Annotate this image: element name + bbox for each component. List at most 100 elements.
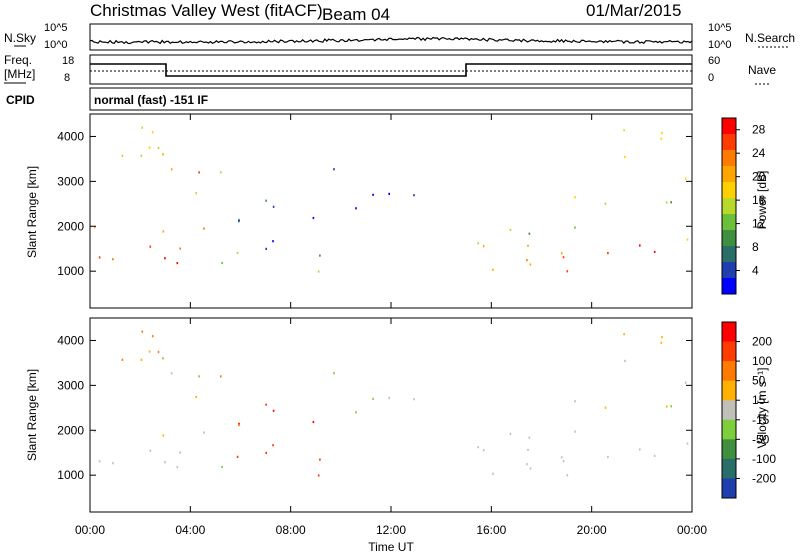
power-cell <box>162 153 164 156</box>
velocity-cell <box>607 456 609 459</box>
freq-trace <box>90 63 692 77</box>
velocity-cell <box>112 462 114 465</box>
velocity-cell <box>176 466 179 469</box>
power-y-axis: 1000 2000 3000 4000 <box>57 129 692 278</box>
velocity-cell <box>238 422 240 425</box>
power-cell <box>238 218 240 221</box>
time-x-axis: 00:00 04:00 08:00 12:00 16:00 20:00 00:00 <box>75 114 707 537</box>
y-tick-label: 4000 <box>57 129 84 143</box>
colorbar-tick-label: 15 <box>752 393 766 407</box>
colorbar-tick-label: 16 <box>752 193 766 207</box>
velocity-cell <box>151 335 154 338</box>
velocity-cell <box>121 358 124 361</box>
power-cell <box>526 259 528 262</box>
velocity-cell <box>560 456 563 459</box>
freq-right-bottom-tick: 0 <box>708 72 714 84</box>
velocity-cell <box>148 350 151 353</box>
power-cell <box>623 129 625 132</box>
colorbar-swatch <box>722 361 736 382</box>
colorbar-swatch <box>722 478 736 499</box>
power-cell <box>265 199 267 202</box>
power-cell <box>566 270 569 273</box>
velocity-cell <box>574 430 576 433</box>
noise-sky-label: N.Sky <box>4 31 36 45</box>
y-tick-label: 2000 <box>57 423 84 437</box>
power-panel-frame <box>89 113 693 309</box>
velocity-cell <box>162 357 164 360</box>
power-cell <box>319 254 321 257</box>
velocity-cell <box>492 472 494 475</box>
x-tick-label: 00:00 <box>75 523 105 537</box>
power-cell <box>151 131 154 134</box>
colorbar-swatch <box>722 182 736 199</box>
colorbar-swatch <box>722 341 736 362</box>
velocity-cell <box>509 432 512 435</box>
power-cell <box>238 220 240 223</box>
velocity-cell <box>529 467 532 470</box>
velocity-cell <box>653 454 656 457</box>
velocity-cell <box>179 451 181 454</box>
power-cell <box>529 263 532 266</box>
power-cell <box>661 132 663 135</box>
colorbar-swatch <box>722 246 736 263</box>
power-cell <box>148 146 151 149</box>
freq-label-2: [MHz] <box>4 67 35 81</box>
power-cell <box>265 247 267 250</box>
power-cell <box>93 226 96 229</box>
xlabel: Time UT <box>368 540 414 554</box>
power-cell <box>355 207 357 210</box>
velocity-cell <box>665 405 668 408</box>
power-cell <box>527 244 529 247</box>
velocity-cell <box>319 458 321 461</box>
colorbar-frame <box>721 117 737 295</box>
power-cell <box>140 154 143 157</box>
power-cell <box>562 256 565 259</box>
power-cell <box>509 228 512 231</box>
velocity-cell <box>220 375 222 378</box>
power-cell <box>413 194 415 197</box>
power-cell <box>388 192 390 195</box>
power-cell <box>639 244 641 247</box>
colorbar-tick-label: 200 <box>752 335 772 349</box>
velocity-cell <box>203 431 205 434</box>
colorbar-tick-label: 12 <box>752 217 766 231</box>
power-cell <box>333 168 335 171</box>
colorbar-swatch <box>722 134 736 151</box>
velocity-cell <box>238 424 240 427</box>
x-tick-label: 16:00 <box>476 523 506 537</box>
y-tick-label: 3000 <box>57 378 84 392</box>
velocity-cell <box>162 434 165 437</box>
noise-panel-frame <box>89 23 693 51</box>
velocity-cell <box>388 396 390 399</box>
velocity-cell <box>639 448 641 451</box>
velocity-cell <box>221 465 223 469</box>
velocity-cell <box>566 474 569 477</box>
x-tick-label: 04:00 <box>175 523 205 537</box>
colorbar-tick-label: -100 <box>752 452 776 466</box>
power-ylabel: Slant Range [km] <box>25 166 39 258</box>
cpid-panel-frame <box>89 87 693 111</box>
cpid-label: CPID <box>6 93 35 107</box>
power-cell <box>195 192 197 195</box>
velocity-cell <box>528 436 531 439</box>
velocity-cell <box>526 463 528 466</box>
colorbar-tick-label: 4 <box>752 264 759 278</box>
colorbar-tick-label: -15 <box>752 413 770 427</box>
velocity-cell <box>157 350 160 354</box>
noise-trace <box>89 36 693 45</box>
velocity-cell <box>93 430 96 433</box>
freq-left-bottom-tick: 8 <box>64 72 70 84</box>
velocity-y-axis: 1000 2000 3000 4000 <box>57 333 692 482</box>
power-cell <box>684 177 687 180</box>
velocity-cell <box>527 448 529 451</box>
power-cell <box>203 227 205 230</box>
velocity-cell <box>164 461 166 464</box>
power-cell <box>574 226 576 229</box>
colorbar-tick-label: 50 <box>752 374 766 388</box>
power-cell <box>98 256 101 259</box>
velocity-cell <box>265 403 267 406</box>
power-cell <box>220 171 222 174</box>
power-cell <box>604 202 607 205</box>
freq-label-1: Freq. <box>4 53 32 67</box>
velocity-cell <box>355 411 357 414</box>
